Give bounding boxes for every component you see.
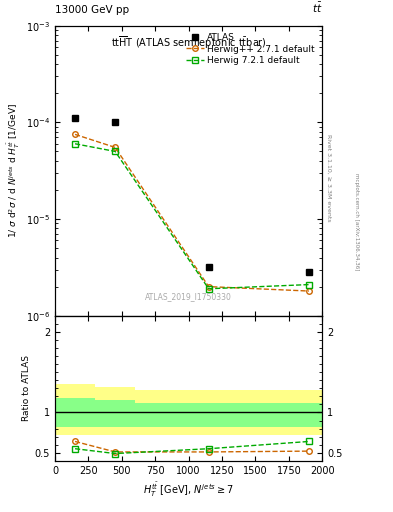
- ATLAS: [307, 269, 311, 275]
- Text: tt$\overline{\rm H}$T (ATLAS semileptonic t$\bar{\rm t}$bar): tt$\overline{\rm H}$T (ATLAS semileptoni…: [111, 34, 266, 51]
- Herwig++ 2.7.1 default: [206, 284, 211, 290]
- Text: 13000 GeV pp: 13000 GeV pp: [55, 5, 129, 15]
- Text: $t\bar{t}$: $t\bar{t}$: [312, 1, 322, 15]
- ATLAS: [73, 115, 77, 121]
- Line: Herwig++ 2.7.1 default: Herwig++ 2.7.1 default: [72, 132, 312, 294]
- Herwig++ 2.7.1 default: [113, 144, 118, 151]
- Text: mcplots.cern.ch [arXiv:1306.34,36]: mcplots.cern.ch [arXiv:1306.34,36]: [354, 173, 359, 270]
- Herwig 7.2.1 default: [73, 141, 77, 147]
- Herwig 7.2.1 default: [206, 286, 211, 292]
- Text: ATLAS_2019_I1750330: ATLAS_2019_I1750330: [145, 292, 232, 301]
- Text: Rivet 3.1.10, ≥ 3.3M events: Rivet 3.1.10, ≥ 3.3M events: [326, 134, 331, 222]
- ATLAS: [113, 119, 118, 125]
- ATLAS: [206, 264, 211, 270]
- Herwig 7.2.1 default: [113, 148, 118, 155]
- Herwig++ 2.7.1 default: [73, 131, 77, 137]
- Herwig 7.2.1 default: [307, 282, 311, 288]
- Line: Herwig 7.2.1 default: Herwig 7.2.1 default: [72, 141, 312, 291]
- Line: ATLAS: ATLAS: [72, 115, 312, 276]
- Y-axis label: Ratio to ATLAS: Ratio to ATLAS: [22, 355, 31, 421]
- Legend: ATLAS, Herwig++ 2.7.1 default, Herwig 7.2.1 default: ATLAS, Herwig++ 2.7.1 default, Herwig 7.…: [183, 30, 318, 68]
- X-axis label: $H_T^{t\bar{t}}$ [GeV], $N^{jets} \geq 7$: $H_T^{t\bar{t}}$ [GeV], $N^{jets} \geq 7…: [143, 481, 234, 499]
- Herwig++ 2.7.1 default: [307, 288, 311, 294]
- Y-axis label: 1/ $\sigma$ d$^2\sigma$ / d $N^{jets}$ d $H_T^{t\bar{t}}$ [1/GeV]: 1/ $\sigma$ d$^2\sigma$ / d $N^{jets}$ d…: [6, 103, 22, 238]
